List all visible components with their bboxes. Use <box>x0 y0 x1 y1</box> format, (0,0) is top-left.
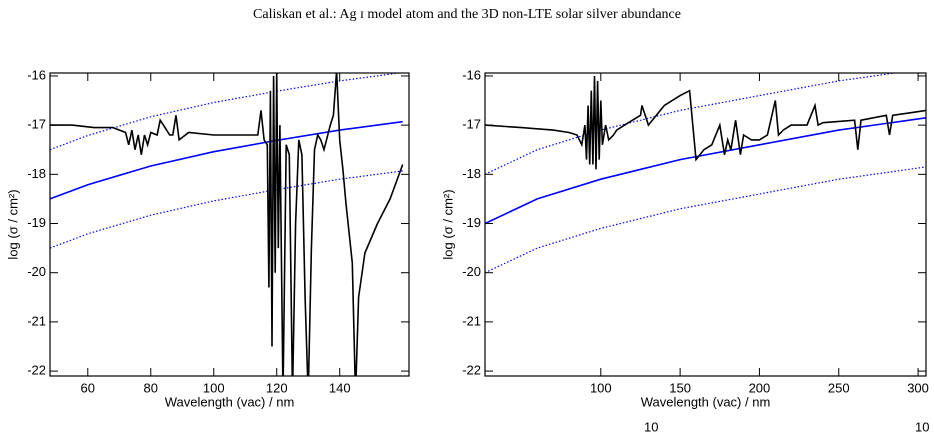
fragment: 10 <box>644 419 658 434</box>
y-axis-label: log (σ / cm²) <box>5 189 20 259</box>
plot-area <box>485 73 926 274</box>
y-tick-label: -19 <box>462 215 481 230</box>
x-axis-label: Wavelength (vac) / nm <box>165 394 295 409</box>
series-line <box>485 75 926 170</box>
x-tick-label: 80 <box>144 380 158 395</box>
y-tick-label: -20 <box>462 264 481 279</box>
y-tick-label: -20 <box>27 264 46 279</box>
y-tick-label: -22 <box>462 363 481 378</box>
x-tick-label: 250 <box>828 380 850 395</box>
x-tick-label: 120 <box>266 380 288 395</box>
fragment: 10 <box>915 419 929 434</box>
y-tick-label: -21 <box>462 313 481 328</box>
y-tick-label: -19 <box>27 215 46 230</box>
series-line <box>485 166 926 274</box>
series-line <box>485 117 926 225</box>
series-line <box>50 73 403 151</box>
y-tick-label: -16 <box>462 67 481 82</box>
x-tick-label: 100 <box>590 380 612 395</box>
x-tick-label: 300 <box>907 380 929 395</box>
axes-frame <box>49 72 410 377</box>
series-line <box>50 120 403 200</box>
x-axis-label: Wavelength (vac) / nm <box>641 394 771 409</box>
axes-frame <box>484 72 927 377</box>
y-tick-label: -18 <box>27 166 46 181</box>
series-line <box>50 73 404 376</box>
x-tick-label: 150 <box>669 380 691 395</box>
x-tick-label: 140 <box>329 380 351 395</box>
y-tick-label: -16 <box>27 67 46 82</box>
y-tick-label: -17 <box>462 117 481 132</box>
y-axis-label: log (σ / cm²) <box>440 189 455 259</box>
series-line <box>485 73 900 175</box>
running-header: Caliskan et al.: Ag ɪ model atom and the… <box>253 7 681 22</box>
y-tick-label: -17 <box>27 117 46 132</box>
plot-area <box>50 73 404 376</box>
x-tick-label: 100 <box>203 380 225 395</box>
y-tick-label: -22 <box>27 363 46 378</box>
x-tick-label: 60 <box>81 380 95 395</box>
y-tick-label: -21 <box>27 313 46 328</box>
y-tick-label: -18 <box>462 166 481 181</box>
x-tick-label: 200 <box>749 380 771 395</box>
series-line <box>50 170 403 249</box>
